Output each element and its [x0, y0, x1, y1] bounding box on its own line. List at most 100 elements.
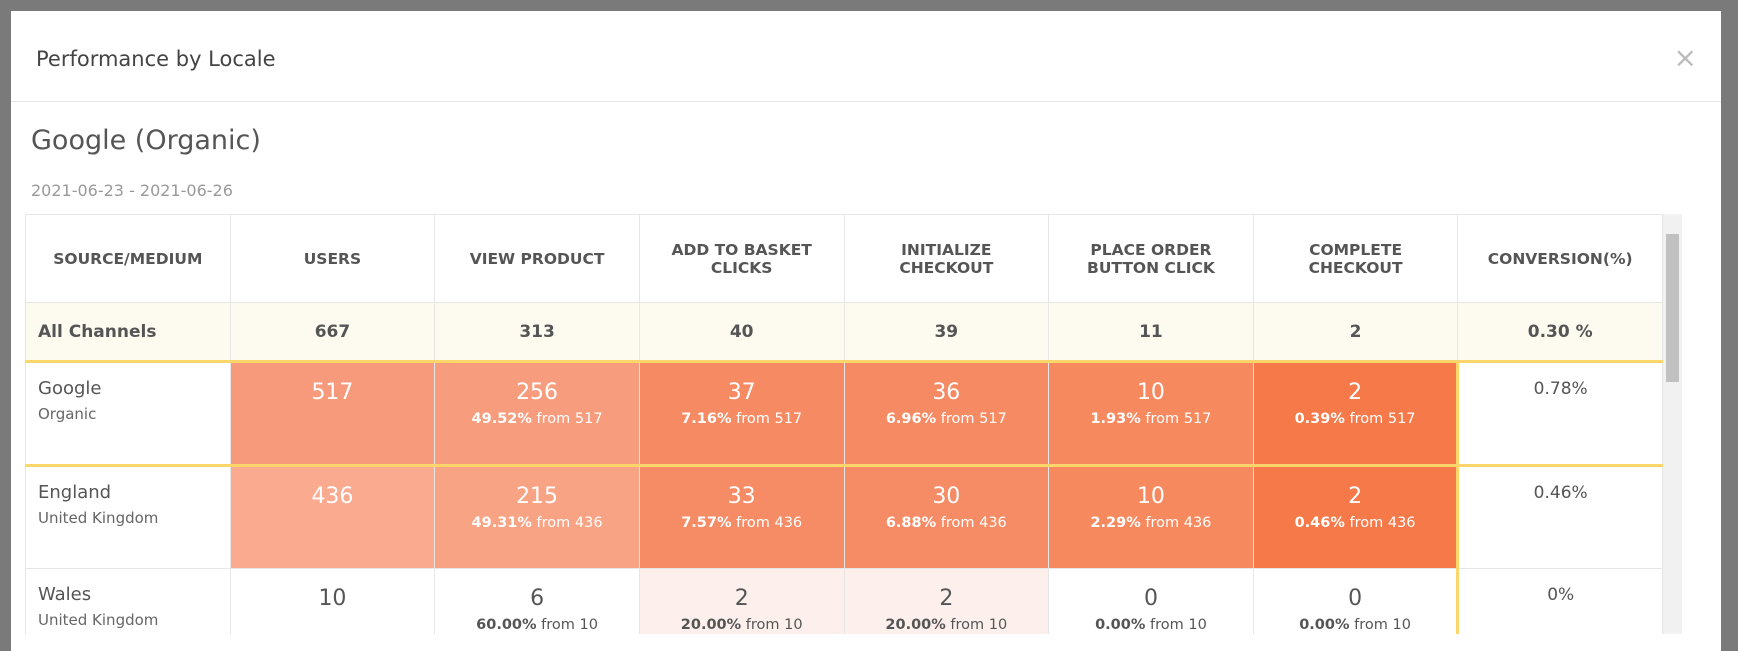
metric-ratio: 0.00% from 10	[1050, 617, 1252, 633]
metric-cell: 2 0.39% from 517	[1252, 361, 1459, 467]
metric-cell: 517	[229, 361, 436, 467]
ratio-from: from 436	[1349, 515, 1416, 531]
metric-value: 6	[530, 586, 545, 611]
scrollbar[interactable]	[1663, 214, 1682, 634]
metric-ratio: 49.31% from 436	[436, 515, 638, 531]
metric-cell: 2 0.46% from 436	[1252, 465, 1459, 569]
metric-ratio: 2.29% from 436	[1050, 515, 1252, 531]
row-subtitle: Organic	[38, 405, 97, 423]
column-header: USERS	[229, 214, 436, 303]
metric-ratio: 0.46% from 436	[1255, 515, 1456, 531]
ratio-from: from 517	[536, 411, 603, 427]
metric-value: 517	[311, 380, 354, 405]
header-row: SOURCE/MEDIUM USERS VIEW PRODUCT ADD TO BAS…	[25, 214, 1663, 303]
ratio-percent: 0.46%	[1294, 515, 1345, 531]
metric-value: 2	[1348, 484, 1363, 509]
total-cell: 0.30 %	[1457, 302, 1663, 363]
metric-cell: 36 6.96% from 517	[843, 361, 1050, 467]
row-title: England	[38, 482, 112, 503]
metric-cell: 6 60.00% from 10	[434, 568, 640, 634]
total-row: All Channels 667 313 40 39 11 2 0.30 %	[25, 302, 1663, 363]
ratio-from: from 517	[940, 411, 1007, 427]
metric-ratio: 7.16% from 517	[641, 411, 843, 427]
metric-value: 37	[727, 380, 756, 405]
metric-cell: 2 20.00% from 10	[638, 568, 845, 634]
ratio-percent: 2.29%	[1090, 515, 1141, 531]
ratio-percent: 0.00%	[1299, 617, 1350, 633]
metric-value: 2	[1348, 380, 1363, 405]
metric-ratio: 20.00% from 10	[846, 617, 1048, 633]
ratio-from: from 517	[1349, 411, 1416, 427]
metric-value: 10	[1136, 380, 1165, 405]
ratio-percent: 20.00%	[885, 617, 946, 633]
metric-ratio: 7.57% from 436	[641, 515, 843, 531]
metric-cell: 30 6.88% from 436	[843, 465, 1050, 569]
ratio-percent: 6.88%	[885, 515, 937, 531]
metric-cell: 436	[229, 465, 436, 569]
ratio-percent: 0.00%	[1095, 617, 1146, 633]
page: Performance by Locale × Google (Organic)…	[11, 11, 1721, 651]
total-cell: 11	[1048, 302, 1254, 363]
ratio-from: from 10	[745, 617, 803, 633]
metric-value: 33	[727, 484, 756, 509]
conversion-cell: 0%	[1456, 568, 1663, 634]
metric-value: 10	[318, 586, 347, 611]
ratio-from: from 517	[1145, 411, 1212, 427]
metric-value: 36	[932, 380, 961, 405]
total-label: All Channels	[25, 302, 231, 363]
metric-cell: 215 49.31% from 436	[434, 465, 640, 569]
metric-cell: 10 1.93% from 517	[1048, 361, 1254, 467]
scroll-thumb[interactable]	[1666, 234, 1679, 382]
conversion-cell: 0.78%	[1456, 361, 1663, 467]
metric-value: 2	[939, 586, 954, 611]
modal-title: Performance by Locale	[36, 47, 276, 71]
metric-ratio: 0.00% from 10	[1255, 617, 1456, 633]
data-row: Wales United Kingdom 10 6 60.00% from 10 2 20.…	[25, 568, 1663, 634]
column-header: PLACE ORDER BUTTON CLICK	[1048, 214, 1254, 303]
metric-value: 256	[516, 380, 559, 405]
metric-ratio: 6.96% from 517	[846, 411, 1048, 427]
metric-value: 0	[1143, 586, 1158, 611]
row-name: England United Kingdom	[25, 465, 231, 569]
row-name: Wales United Kingdom	[25, 568, 231, 634]
column-header: SOURCE/MEDIUM	[25, 214, 231, 303]
total-cell: 667	[229, 302, 436, 363]
row-subtitle: United Kingdom	[38, 611, 159, 629]
ratio-from: from 436	[736, 515, 803, 531]
metric-cell: 10 2.29% from 436	[1048, 465, 1254, 569]
ratio-percent: 0.39%	[1294, 411, 1345, 427]
metric-cell: 2 20.00% from 10	[843, 568, 1050, 634]
ratio-percent: 60.00%	[476, 617, 537, 633]
ratio-percent: 7.16%	[681, 411, 732, 427]
metric-ratio: 6.88% from 436	[846, 515, 1048, 531]
ratio-from: from 10	[1149, 617, 1207, 633]
metric-ratio: 20.00% from 10	[641, 617, 843, 633]
table: SOURCE/MEDIUM USERS VIEW PRODUCT ADD TO BAS…	[25, 214, 1663, 634]
data-row: England United Kingdom 436 215 49.31% from 4…	[25, 465, 1663, 569]
data-row: Google Organic 517 256 49.52% from 517 37 7.16…	[25, 361, 1663, 467]
modal-header: Performance by Locale ×	[11, 11, 1721, 102]
metric-ratio: 1.93% from 517	[1050, 411, 1252, 427]
metric-ratio: 0.39% from 517	[1255, 411, 1456, 427]
metric-ratio: 60.00% from 10	[436, 617, 638, 633]
ratio-percent: 20.00%	[680, 617, 742, 633]
ratio-from: from 436	[536, 515, 603, 531]
metric-cell: 37 7.16% from 517	[638, 361, 845, 467]
row-title: Wales	[38, 584, 92, 605]
metric-cell: 0 0.00% from 10	[1048, 568, 1254, 634]
metric-value: 436	[311, 484, 354, 509]
ratio-from: from 10	[950, 617, 1008, 633]
metric-value: 30	[932, 484, 961, 509]
table-wrap: SOURCE/MEDIUM USERS VIEW PRODUCT ADD TO BAS…	[25, 214, 1663, 634]
total-cell: 40	[638, 302, 845, 363]
row-name: Google Organic	[25, 361, 231, 467]
column-header: CONVERSION(%)	[1457, 214, 1663, 303]
metric-value: 0	[1348, 586, 1363, 611]
ratio-from: from 436	[940, 515, 1007, 531]
close-button[interactable]: ×	[1673, 41, 1697, 74]
column-header: ADD TO BASKET CLICKS	[638, 214, 845, 303]
ratio-from: from 517	[736, 411, 803, 427]
date-range: 2021-06-23 - 2021-06-26	[31, 181, 233, 200]
ratio-percent: 6.96%	[885, 411, 937, 427]
ratio-from: from 10	[541, 617, 598, 633]
